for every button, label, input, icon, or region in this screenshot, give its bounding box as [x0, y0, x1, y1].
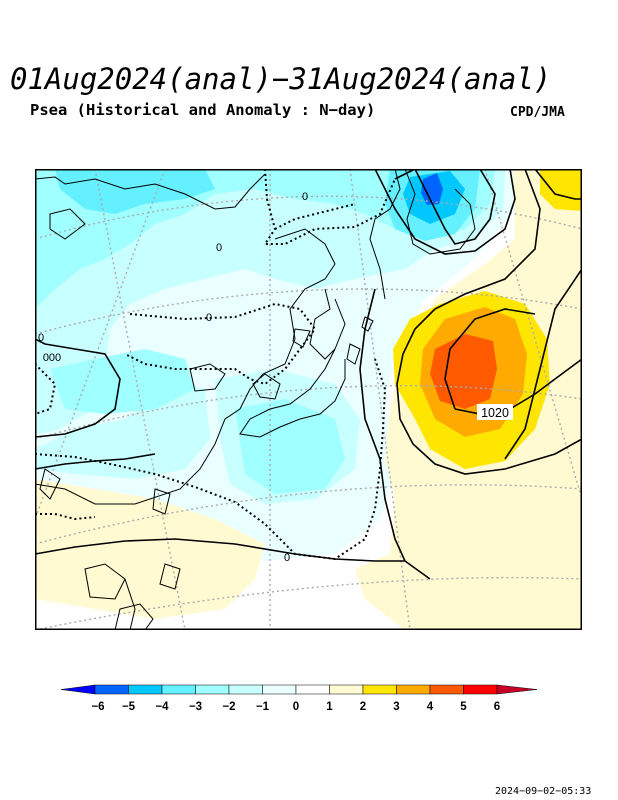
page-subtitle: Psea (Historical and Anomaly : N−day) [30, 101, 376, 119]
colorbar-cell [262, 684, 297, 695]
colorbar-cell [463, 684, 498, 695]
isobar-label-box [477, 404, 513, 420]
colorbar-cell [429, 684, 464, 695]
anomaly-fill-minus3 [35, 169, 495, 309]
colorbar-tick-label: −4 [155, 701, 169, 713]
colorbar-tick-label: 6 [494, 701, 500, 713]
anomaly-fill-minus2-west [35, 384, 210, 479]
colorbar-tick-label: −6 [91, 701, 104, 713]
colorbar-tick-label: −5 [122, 701, 136, 713]
colorbar-cell [195, 684, 230, 695]
zero-label-mid: 0 [206, 312, 212, 324]
colorbar-tick-label: −2 [222, 701, 235, 713]
graticule [35, 169, 582, 630]
colorbar-cell [329, 684, 364, 695]
colorbar-cell [161, 684, 196, 695]
colorbar-cell [94, 684, 129, 695]
anomaly-fill-minus3-south [235, 399, 345, 494]
anomaly-fill-minus3-west [50, 349, 195, 414]
colorbar-ticks: −6 −5 −4 −3 −2 −1 0 1 2 3 4 5 6 [91, 701, 500, 713]
map-frame [35, 169, 582, 630]
zero-label-north: 0 [302, 191, 308, 203]
anomaly-fill-minus6 [421, 173, 443, 205]
colorbar-cell [362, 684, 397, 695]
zero-label-west-cluster: 000 [43, 352, 61, 364]
colorbar-cell [295, 684, 330, 695]
colorbar-arrow-low [60, 684, 96, 695]
colorbar-tick-label: 3 [393, 701, 399, 713]
colorbar: −6 −5 −4 −3 −2 −1 0 1 2 3 4 5 6 [60, 684, 538, 713]
pressure-anomaly-map: 1020 0 0 0 0 0 000 [35, 169, 582, 630]
anomaly-fill-plus1-sw [35, 479, 265, 619]
colorbar-cells [60, 684, 538, 695]
colorbar-tick-label: 1 [326, 701, 333, 713]
colorbar-tick-label: −3 [189, 701, 202, 713]
zero-label-west: 0 [38, 332, 44, 344]
colorbar-tick-label: 4 [427, 701, 434, 713]
zero-label-south: 0 [284, 552, 290, 564]
colorbar-cell [396, 684, 431, 695]
anomaly-fill-minus2 [35, 169, 505, 434]
anomaly-fill-plus4 [430, 334, 497, 409]
anomaly-fill-minus4 [55, 169, 215, 214]
colorbar-tick-label: 2 [360, 701, 366, 713]
colorbar-cell [228, 684, 263, 695]
page-title: 01Aug2024(anal)−31Aug2024(anal) [10, 62, 552, 96]
credit-label: CPD/JMA [510, 105, 565, 120]
colorbar-arrow-high [496, 684, 538, 695]
colorbar-tick-label: 5 [460, 701, 467, 713]
colorbar-tick-label: −1 [256, 701, 270, 713]
anomaly-fill-plus2-corner [540, 169, 582, 211]
isobars [35, 169, 582, 580]
colorbar-cell [128, 684, 163, 695]
zero-label-center: 0 [216, 242, 222, 254]
timestamp: 2024−09−02−05:33 [495, 786, 592, 797]
colorbar-tick-label: 0 [293, 701, 299, 713]
zero-anomaly-contours [35, 169, 396, 561]
isobar-label-high: 1020 [481, 406, 509, 420]
